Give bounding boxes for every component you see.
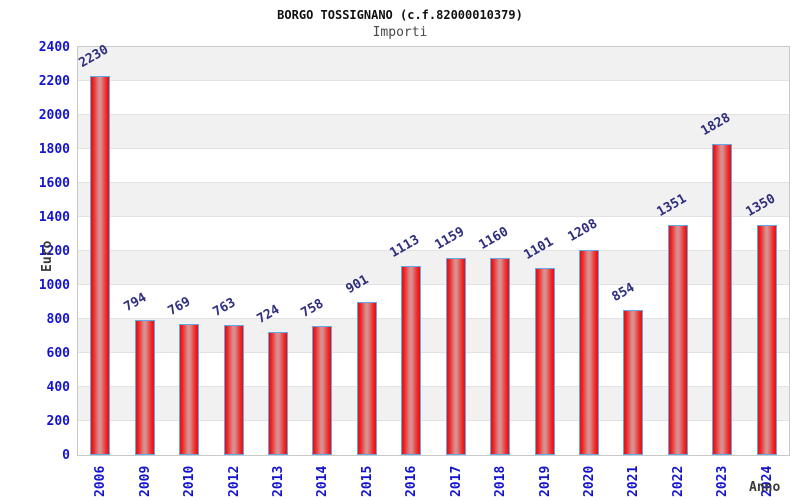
bar-2015 — [357, 302, 377, 455]
chart-subtitle: Importi — [372, 25, 428, 40]
x-tick-label: 2010 — [182, 465, 197, 497]
y-tick-label: 400 — [46, 380, 70, 395]
y-tick-label: 600 — [46, 346, 70, 361]
plot-band — [78, 115, 789, 149]
y-tick-label: 0 — [62, 448, 70, 463]
y-tick-label: 2200 — [38, 74, 70, 89]
bar-2009 — [135, 320, 155, 455]
y-tick-label: 2400 — [38, 40, 70, 55]
bar-2023 — [712, 144, 732, 455]
bar-2024 — [757, 225, 777, 455]
bar-2012 — [224, 325, 244, 455]
x-tick-label: 2023 — [715, 465, 730, 497]
x-tick-label: 2016 — [404, 465, 419, 497]
x-tick-label: 2020 — [582, 465, 597, 497]
x-tick-label: 2019 — [538, 465, 553, 497]
x-tick-label: 2017 — [449, 465, 464, 497]
x-tick-label: 2021 — [626, 465, 641, 497]
bar-2018 — [490, 258, 510, 455]
bar-2020 — [579, 250, 599, 455]
bar-2022 — [668, 225, 688, 455]
bar-2019 — [535, 268, 555, 455]
plot-area: 2230 794 769 763 724 758 901 1113 1159 1160 1101 12… — [77, 42, 790, 456]
bar-2017 — [446, 258, 466, 455]
bar-2010 — [179, 324, 199, 455]
y-tick-label: 1000 — [38, 278, 70, 293]
y-tick-label: 1400 — [38, 210, 70, 225]
plot-band — [78, 81, 789, 115]
x-tick-label: 2014 — [315, 465, 330, 497]
y-tick-label: 1200 — [38, 244, 70, 259]
y-tick-label: 1800 — [38, 142, 70, 157]
bar-2016 — [401, 266, 421, 455]
bar-2006 — [90, 76, 110, 455]
x-tick-label: 2012 — [227, 465, 242, 497]
bar-2014 — [312, 326, 332, 455]
x-tick-label: 2022 — [671, 465, 686, 497]
plot-band — [78, 149, 789, 183]
y-axis-title: Euro — [40, 240, 55, 272]
plot-band — [78, 183, 789, 217]
y-tick-label: 800 — [46, 312, 70, 327]
plot-band — [78, 47, 789, 81]
bar-2013 — [268, 332, 288, 455]
x-tick-label: 2006 — [93, 465, 108, 497]
x-tick-label: 2009 — [138, 465, 153, 497]
y-tick-label: 200 — [46, 414, 70, 429]
x-tick-label: 2018 — [493, 465, 508, 497]
y-tick-label: 2000 — [38, 108, 70, 123]
bar-2021 — [623, 310, 643, 455]
x-axis-title: Anno — [749, 480, 781, 495]
y-tick-label: 1600 — [38, 176, 70, 191]
x-tick-label: 2013 — [271, 465, 286, 497]
chart-title: BORGO TOSSIGNANO (c.f.82000010379) — [277, 8, 523, 22]
x-tick-label: 2015 — [360, 465, 375, 497]
